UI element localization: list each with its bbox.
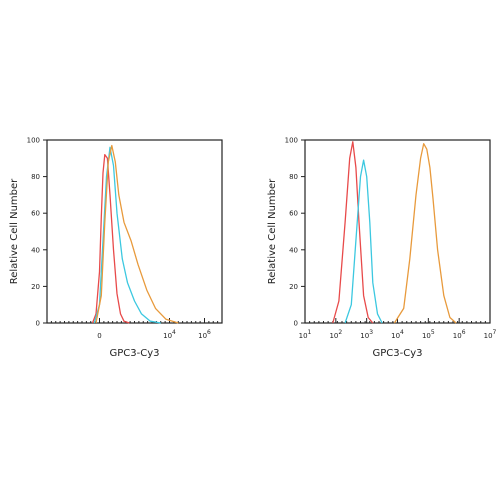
histogram-series-1 [332, 141, 374, 324]
histogram-series-2 [344, 159, 383, 324]
x-tick-label: 0 [97, 332, 101, 340]
histogram-series-3 [95, 144, 179, 324]
y-tick-label: 80 [31, 173, 40, 181]
x-tick-label: 106 [198, 329, 211, 340]
plot-frame [304, 139, 491, 324]
x-tick-label: 107 [484, 329, 497, 340]
y-tick-label: 20 [31, 283, 40, 291]
x-tick-label: 101 [299, 329, 312, 340]
y-tick-label: 40 [31, 246, 40, 254]
x-tick-label: 105 [422, 329, 435, 340]
y-tick-label: 100 [27, 137, 40, 145]
histogram-series-2 [93, 146, 161, 324]
y-tick-label: 60 [31, 210, 40, 218]
y-axis-title: Relative Cell Number [9, 178, 20, 284]
x-axis-title: GPC3-Cy3 [373, 348, 423, 359]
x-tick-label: 103 [360, 329, 373, 340]
y-tick-label: 60 [289, 210, 298, 218]
x-tick-label: 106 [453, 329, 466, 340]
x-axis-title: GPC3-Cy3 [110, 348, 160, 359]
x-tick-label: 104 [163, 329, 176, 340]
y-tick-label: 20 [289, 283, 298, 291]
y-tick-label: 0 [36, 320, 40, 328]
y-tick-label: 100 [285, 137, 298, 145]
x-tick-label: 104 [391, 329, 404, 340]
histogram-series-1 [91, 153, 130, 324]
plot-frame [46, 139, 223, 324]
y-tick-label: 40 [289, 246, 298, 254]
x-tick-label: 102 [329, 329, 342, 340]
chart-1: 0 20 40 60 80 100 0 104 106 GPC3-Cy3 Relative Cell… [9, 137, 223, 359]
histogram-series-3 [393, 143, 457, 324]
y-axis-title: Relative Cell Number [267, 178, 278, 284]
chart-2: 0 20 40 60 80 100 101 102 103 104 105 106 107 GPC3-Cy… [267, 137, 497, 360]
y-tick-label: 0 [294, 320, 298, 328]
y-tick-label: 80 [289, 173, 298, 181]
